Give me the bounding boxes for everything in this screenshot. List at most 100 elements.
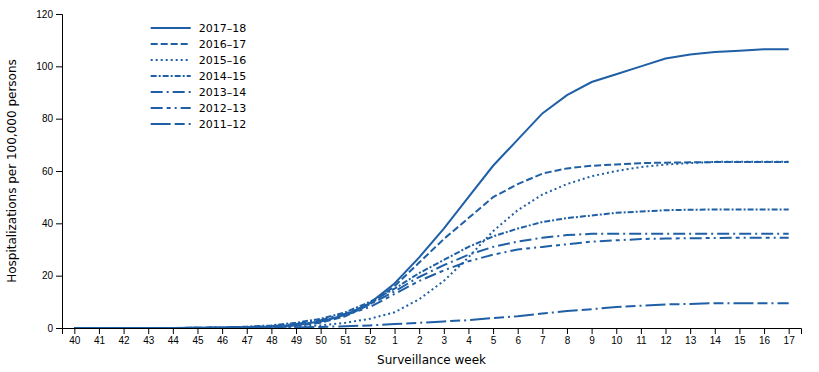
tick-label: 0 [47, 323, 53, 334]
tick-mark [56, 119, 62, 120]
plot-area: 4041424344454647484950515212345678910111… [36, 9, 801, 346]
tick-label: 48 [266, 335, 278, 346]
y-tick: 100 [36, 61, 62, 72]
series-line [74, 238, 788, 328]
x-tick: 52 [365, 328, 377, 346]
x-tick: 45 [192, 328, 204, 346]
axis-domain [63, 329, 802, 335]
x-tick: 46 [217, 328, 229, 346]
x-tick: 3 [442, 328, 448, 346]
tick-mark [222, 328, 223, 334]
tick-label: 100 [36, 61, 53, 72]
x-tick: 40 [69, 328, 81, 346]
tick-mark [493, 328, 494, 334]
x-tick: 6 [515, 328, 521, 346]
tick-mark [419, 328, 420, 334]
tick-mark [197, 328, 198, 334]
tick-label: 120 [36, 9, 53, 20]
x-tick: 51 [340, 328, 352, 346]
y-tick: 80 [42, 113, 62, 124]
y-tick: 60 [42, 166, 62, 177]
x-tick: 12 [660, 328, 672, 346]
tick-label: 45 [192, 335, 204, 346]
tick-label: 44 [168, 335, 180, 346]
series-line [74, 209, 788, 328]
legend-item: 2016–17 [151, 38, 247, 51]
legend-label: 2015–16 [199, 54, 247, 67]
x-tick: 10 [611, 328, 623, 346]
x-tick: 41 [94, 328, 106, 346]
tick-mark [56, 171, 62, 172]
y-axis-title: Hospitalizations per 100,000 persons [5, 59, 19, 283]
legend-label: 2013–14 [199, 86, 247, 99]
tick-mark [124, 328, 125, 334]
tick-label: 1 [392, 335, 398, 346]
tick-label: 49 [291, 335, 303, 346]
x-tick: 14 [710, 328, 722, 346]
legend-item: 2015–16 [151, 54, 247, 67]
legend-label: 2017–18 [199, 22, 247, 35]
x-tick: 1 [392, 328, 398, 346]
tick-mark [567, 328, 568, 334]
series-line [74, 162, 788, 328]
x-axis: 4041424344454647484950515212345678910111… [63, 328, 802, 346]
legend-item: 2012–13 [151, 102, 247, 115]
x-tick: 11 [636, 328, 647, 346]
tick-label: 52 [365, 335, 377, 346]
tick-mark [321, 328, 322, 334]
tick-mark [56, 223, 62, 224]
x-tick: 42 [119, 328, 131, 346]
tick-mark [395, 328, 396, 334]
y-tick: 120 [36, 9, 62, 20]
tick-mark [690, 328, 691, 334]
tick-mark [468, 328, 469, 334]
tick-mark [592, 328, 593, 334]
series-line [74, 303, 788, 328]
tick-label: 51 [340, 335, 352, 346]
x-tick: 7 [540, 328, 546, 346]
x-tick: 16 [759, 328, 771, 346]
x-tick: 50 [316, 328, 328, 346]
tick-label: 9 [589, 335, 595, 346]
x-tick: 5 [491, 328, 497, 346]
tick-mark [370, 328, 371, 334]
tick-mark [56, 66, 62, 67]
tick-label: 50 [316, 335, 328, 346]
tick-label: 16 [759, 335, 771, 346]
tick-label: 5 [491, 335, 497, 346]
tick-label: 20 [42, 270, 54, 281]
x-tick: 17 [784, 328, 796, 346]
tick-label: 14 [710, 335, 722, 346]
legend-swatch [151, 107, 191, 109]
y-tick: 40 [42, 218, 62, 229]
legend-swatch [151, 59, 191, 61]
legend-swatch [151, 123, 191, 125]
x-tick: 47 [242, 328, 254, 346]
tick-label: 10 [611, 335, 623, 346]
x-tick: 4 [466, 328, 472, 346]
series-line [74, 162, 788, 328]
tick-label: 47 [242, 335, 254, 346]
x-axis-title: Surveillance week [377, 353, 486, 367]
x-tick: 9 [589, 328, 595, 346]
series-line [74, 49, 788, 328]
legend-label: 2012–13 [199, 102, 247, 115]
tick-mark [641, 328, 642, 334]
tick-label: 4 [466, 335, 472, 346]
lines [74, 49, 788, 328]
x-tick: 15 [734, 328, 746, 346]
tick-mark [616, 328, 617, 334]
tick-mark [271, 328, 272, 334]
tick-mark [789, 328, 790, 334]
legend-swatch [151, 75, 191, 77]
tick-label: 11 [636, 335, 647, 346]
tick-label: 46 [217, 335, 229, 346]
x-tick: 44 [168, 328, 180, 346]
legend-swatch [151, 27, 191, 29]
tick-mark [715, 328, 716, 334]
legend-swatch [151, 91, 191, 93]
tick-mark [518, 328, 519, 334]
legend-item: 2013–14 [151, 86, 247, 99]
y-axis: 0 20 40 60 80 100 120 [36, 9, 62, 334]
tick-mark [444, 328, 445, 334]
